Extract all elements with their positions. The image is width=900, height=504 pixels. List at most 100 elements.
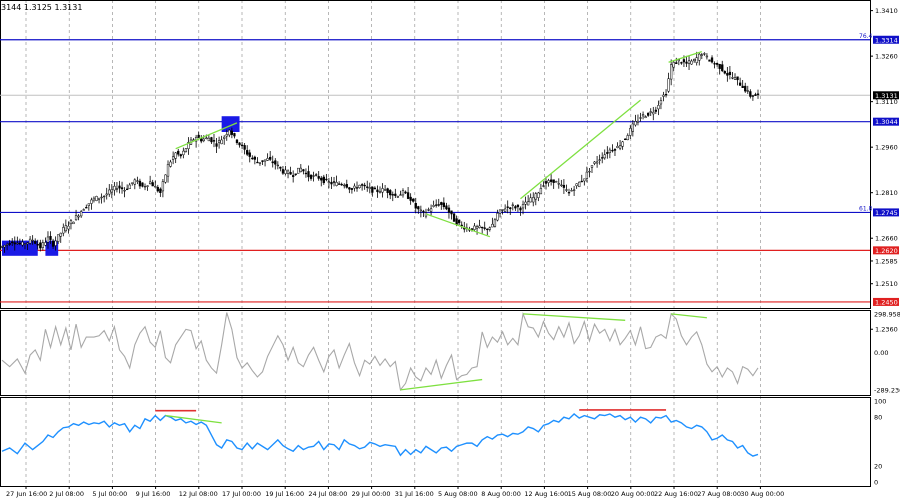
candle-body: [516, 204, 520, 208]
price-tick-label: 1.2360: [875, 326, 898, 334]
candle-body: [69, 220, 73, 225]
candle-body: [590, 165, 594, 168]
candle-body: [286, 170, 290, 174]
time-tick-label: 2 Jul 08:00: [49, 490, 84, 498]
rsi-tick-label: 20: [874, 462, 882, 470]
time-tick-label: 30 Aug 00:00: [740, 490, 784, 498]
candle-body: [565, 189, 568, 191]
level-price-tag-label: 1.2450: [875, 298, 898, 306]
candle-body: [128, 184, 131, 189]
candle-body: [210, 137, 213, 143]
candle-body: [90, 199, 93, 204]
candle-body: [458, 219, 461, 224]
candle-body: [11, 241, 14, 244]
candle-body: [414, 203, 417, 209]
candle-body: [105, 193, 108, 196]
candle-body: [680, 62, 683, 64]
candle-body: [266, 158, 269, 161]
panel-frame-1: [0, 0, 871, 309]
candle-body: [62, 227, 65, 234]
candle-body: [675, 62, 678, 64]
candle-body: [92, 197, 96, 201]
candle-body: [240, 144, 244, 147]
candle-body: [317, 176, 320, 179]
candle-body: [350, 188, 354, 190]
candle-body: [583, 178, 586, 182]
candle-body: [659, 100, 663, 105]
cci-line: [1, 311, 759, 392]
candle-body: [246, 150, 249, 155]
price-axis: 1.3314 1.3044 1.2745 1.2620 1.2450 1.3410 1.32…: [870, 7, 899, 334]
candle-body: [389, 190, 392, 196]
candle-body: [21, 241, 24, 246]
candle-body: [682, 59, 686, 63]
candle-body: [46, 236, 50, 243]
candle-body: [616, 145, 619, 148]
candle-body: [598, 159, 601, 161]
candle-body: [601, 157, 604, 159]
candle-body: [455, 218, 458, 225]
candle-body: [606, 152, 609, 154]
candle-body: [325, 178, 328, 181]
candle-body: [238, 142, 241, 146]
candle-body: [3, 245, 6, 248]
candle-body: [736, 76, 739, 81]
candle-body: [348, 187, 351, 190]
candle-body: [491, 223, 494, 228]
candle-body: [312, 175, 315, 177]
current-price-tag: [873, 91, 899, 100]
panel-frame-3: [0, 397, 871, 487]
candle-body: [141, 182, 144, 187]
candle-body: [386, 188, 389, 193]
price-tick-label: 1.3410: [875, 7, 898, 15]
rsi-tick-label: 0: [874, 479, 878, 487]
candle-body: [391, 194, 394, 196]
candle-body: [575, 183, 578, 187]
candle-body: [184, 148, 188, 152]
candle-body: [664, 94, 668, 96]
candle-body: [220, 139, 223, 145]
candle-body: [292, 175, 295, 177]
candle-body: [647, 112, 650, 116]
candle-body: [261, 160, 264, 162]
candle-body: [567, 192, 571, 194]
price-tick-label: 1.2585: [875, 257, 898, 265]
candle-body: [723, 71, 726, 74]
candle-body: [49, 236, 52, 240]
candle-body: [205, 137, 208, 139]
candle-body: [115, 188, 119, 190]
candle-body: [177, 150, 180, 155]
candle-body: [332, 181, 336, 183]
candle-body: [557, 183, 560, 185]
candle-body: [23, 243, 27, 245]
candle-body: [524, 201, 527, 205]
time-tick-label: 12 Aug 16:00: [524, 490, 568, 498]
candle-body: [710, 57, 714, 63]
price-tick-label: 1.2510: [875, 280, 898, 288]
candle-body: [595, 161, 599, 164]
candle-body: [343, 184, 346, 187]
candle-body: [631, 123, 635, 132]
candle-body: [314, 174, 318, 176]
candle-body: [450, 210, 453, 215]
candle-body: [136, 180, 139, 182]
candle-body: [39, 242, 42, 249]
candle-body: [572, 189, 576, 191]
candle-body: [698, 53, 701, 61]
candle-body: [733, 77, 737, 80]
candle-body: [174, 152, 177, 159]
candle-body: [744, 85, 747, 92]
divergence-lines: [175, 50, 703, 238]
candle-body: [649, 111, 652, 113]
candle-body: [274, 160, 277, 165]
candle-body: [708, 59, 711, 62]
candle-body: [366, 186, 369, 188]
candle-body: [435, 204, 438, 206]
candle-body: [738, 82, 742, 86]
candle-body: [294, 173, 297, 175]
candle-body: [108, 189, 111, 195]
candle-body: [309, 174, 313, 179]
candle-body: [580, 180, 583, 183]
candle-body: [289, 172, 292, 175]
price-tick-label: 1.2660: [875, 235, 898, 243]
